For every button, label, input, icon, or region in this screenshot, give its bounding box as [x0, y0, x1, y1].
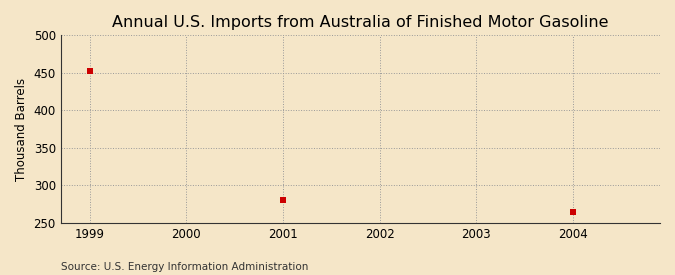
Y-axis label: Thousand Barrels: Thousand Barrels	[15, 78, 28, 181]
Title: Annual U.S. Imports from Australia of Finished Motor Gasoline: Annual U.S. Imports from Australia of Fi…	[112, 15, 609, 30]
Text: Source: U.S. Energy Information Administration: Source: U.S. Energy Information Administ…	[61, 262, 308, 272]
